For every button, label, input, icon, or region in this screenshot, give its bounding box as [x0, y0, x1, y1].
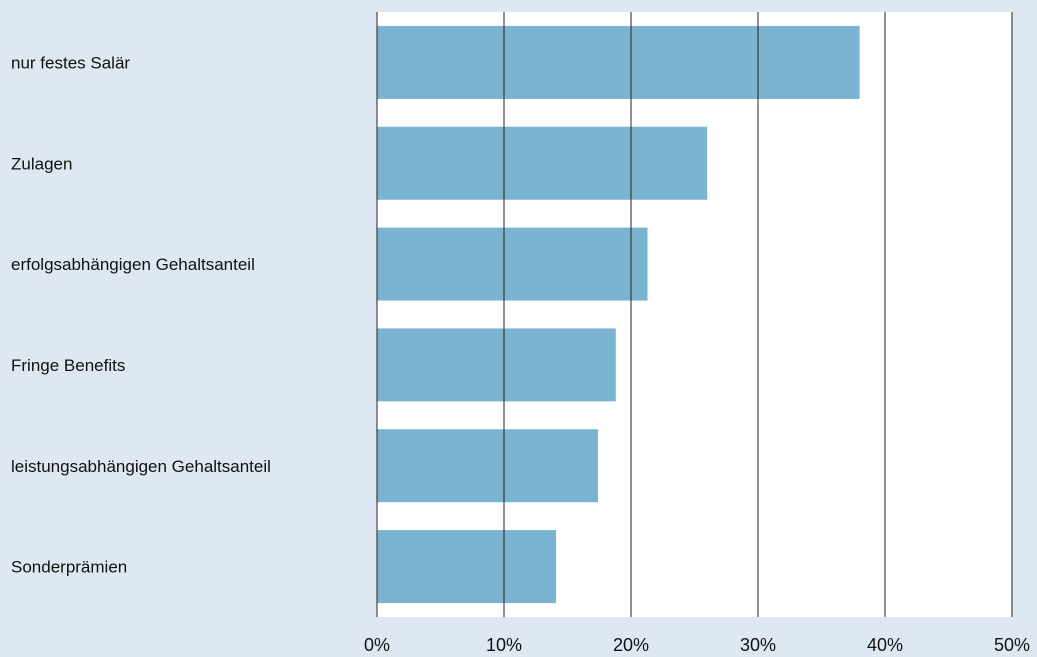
x-tick-label-2: 20% [613, 635, 649, 655]
category-label-3: Fringe Benefits [11, 356, 125, 375]
x-tick-label-1: 10% [486, 635, 522, 655]
category-label-4: leistungsabhängigen Gehaltsanteil [11, 457, 271, 476]
bar-1 [377, 126, 708, 200]
category-label-1: Zulagen [11, 154, 72, 173]
bar-5 [377, 530, 557, 604]
plot-area [377, 12, 1012, 617]
category-label-5: Sonderprämien [11, 558, 127, 577]
x-tick-label-3: 30% [740, 635, 776, 655]
bar-2 [377, 227, 648, 301]
x-tick-label-4: 40% [867, 635, 903, 655]
bar-0 [377, 25, 860, 99]
category-label-2: erfolgsabhängigen Gehaltsanteil [11, 255, 255, 274]
bar-3 [377, 328, 616, 402]
x-tick-label-5: 50% [994, 635, 1030, 655]
category-label-0: nur festes Salär [11, 53, 130, 72]
bar-4 [377, 429, 598, 503]
x-tick-label-0: 0% [364, 635, 390, 655]
